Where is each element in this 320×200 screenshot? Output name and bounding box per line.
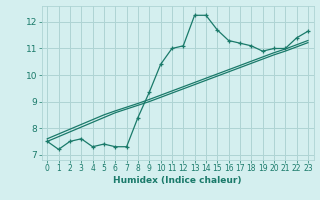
X-axis label: Humidex (Indice chaleur): Humidex (Indice chaleur) (113, 176, 242, 185)
